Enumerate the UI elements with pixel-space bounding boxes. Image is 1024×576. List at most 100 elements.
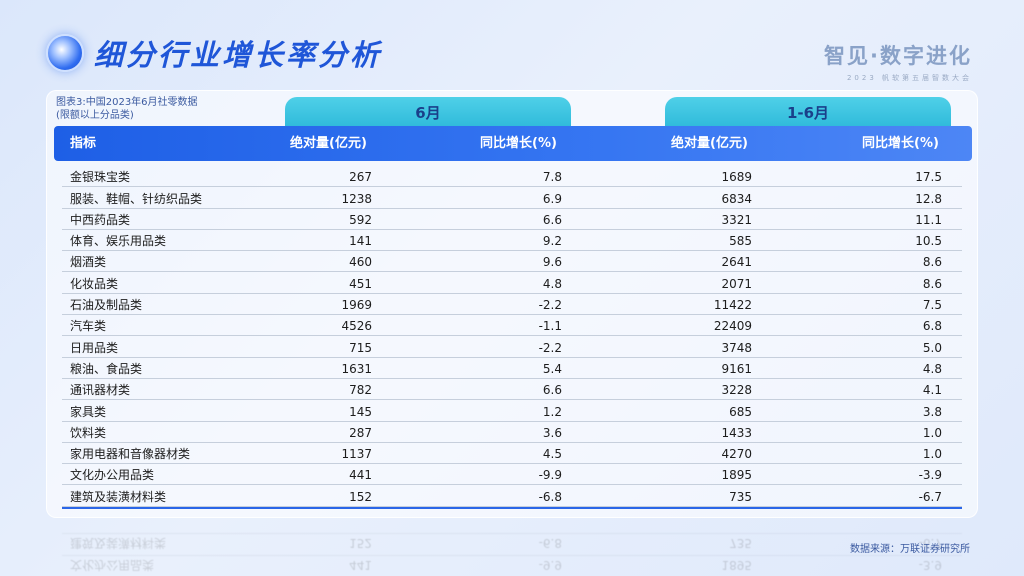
table-row: 服装、鞋帽、针纺织品类 1238 6.9 6834 12.8	[62, 187, 962, 209]
cell-ytd-yoy: 3.8	[922, 404, 942, 419]
cell-ytd-yoy: 12.8	[915, 191, 942, 206]
cell-month-abs: 460	[349, 255, 372, 270]
cell-month-yoy: 4.5	[542, 447, 562, 462]
reflection-cell: -9.9	[538, 557, 562, 572]
cell-category: 服装、鞋帽、针纺织品类	[70, 191, 203, 206]
cell-ytd-abs: 585	[729, 234, 752, 249]
table-reflection: 文化办公用品类 441 -9.9 1895 -3.9 建筑及装潢材料类 152 -6.8 735…	[62, 528, 962, 576]
cell-month-abs: 782	[349, 383, 372, 398]
cell-ytd-abs: 3321	[721, 212, 752, 227]
cell-ytd-yoy: 17.5	[915, 170, 942, 185]
cell-ytd-abs: 3228	[721, 383, 752, 398]
cell-ytd-yoy: 8.6	[922, 255, 942, 270]
chart-note: 图表3:中国2023年6月社零数据 (限额以上分品类)	[56, 96, 198, 122]
cell-month-yoy: 1.2	[542, 404, 562, 419]
cell-month-abs: 152	[349, 489, 372, 504]
cell-category: 体育、娱乐用品类	[70, 234, 167, 249]
column-header-ytd-abs: 绝对量(亿元)	[671, 136, 748, 151]
cell-month-abs: 1238	[341, 191, 372, 206]
cell-ytd-yoy: -6.7	[918, 489, 942, 504]
cell-ytd-abs: 1895	[721, 468, 752, 483]
table-row: 体育、娱乐用品类 141 9.2 585 10.5	[62, 230, 962, 252]
cell-ytd-abs: 6834	[721, 191, 752, 206]
cell-category: 汽车类	[70, 319, 107, 334]
cell-month-abs: 145	[349, 404, 372, 419]
cell-ytd-yoy: 11.1	[915, 212, 942, 227]
reflection-row: 文化办公用品类 441 -9.9 1895 -3.9	[62, 554, 962, 576]
cell-month-yoy: 3.6	[542, 425, 562, 440]
reflection-cell: 735	[729, 536, 752, 551]
cell-category: 石油及制品类	[70, 298, 143, 313]
cell-month-abs: 592	[349, 212, 372, 227]
table-row: 建筑及装潢材料类 152 -6.8 735 -6.7	[62, 485, 962, 507]
cell-ytd-abs: 2641	[721, 255, 752, 270]
cell-ytd-abs: 1433	[721, 425, 752, 440]
cell-ytd-yoy: 8.6	[922, 276, 942, 291]
table-bottom-rule	[62, 507, 962, 509]
cell-month-yoy: -9.9	[538, 468, 562, 483]
cell-category: 饮料类	[70, 425, 107, 440]
cell-month-yoy: 6.9	[542, 191, 562, 206]
cell-ytd-abs: 22409	[713, 319, 752, 334]
cell-month-abs: 4526	[341, 319, 372, 334]
table-header: 指标 绝对量(亿元) 同比增长(%) 绝对量(亿元) 同比增长(%)	[54, 126, 972, 161]
note-line-1: 图表3:中国2023年6月社零数据	[56, 97, 198, 108]
table-row: 金银珠宝类 267 7.8 1689 17.5	[62, 166, 962, 188]
reflection-row: 建筑及装潢材料类 152 -6.8 735 -6.7	[62, 533, 962, 555]
cell-ytd-yoy: 10.5	[915, 234, 942, 249]
cell-ytd-abs: 4270	[721, 447, 752, 462]
cell-month-yoy: 5.4	[542, 361, 562, 376]
cell-category: 化妆品类	[70, 276, 119, 291]
cell-month-yoy: 9.2	[542, 234, 562, 249]
cell-ytd-abs: 11422	[713, 298, 752, 313]
reflection-cell: -3.9	[918, 557, 942, 572]
cell-ytd-abs: 1689	[721, 170, 752, 185]
cell-ytd-yoy: 7.5	[922, 298, 942, 313]
cell-ytd-abs: 735	[729, 489, 752, 504]
cell-category: 中西药品类	[70, 212, 131, 227]
column-header-month-abs: 绝对量(亿元)	[290, 136, 367, 151]
cell-month-yoy: 9.6	[542, 255, 562, 270]
brand-logo: 智见·数字进化 2023 帆软第五届智数大会	[824, 40, 972, 83]
cell-month-abs: 267	[349, 170, 372, 185]
table-row: 中西药品类 592 6.6 3321 11.1	[62, 209, 962, 230]
reflection-cell: 1895	[721, 557, 752, 572]
table-row: 家用电器和音像器材类 1137 4.5 4270 1.0	[62, 443, 962, 465]
reflection-cell: 文化办公用品类	[70, 557, 155, 572]
column-header-name: 指标	[70, 136, 97, 151]
cell-ytd-yoy: 1.0	[922, 425, 942, 440]
cell-ytd-yoy: 4.8	[922, 361, 942, 376]
cell-category: 金银珠宝类	[70, 170, 131, 185]
note-line-2: (限额以上分品类)	[56, 110, 134, 121]
cell-ytd-yoy: 6.8	[922, 319, 942, 334]
cell-category: 家具类	[70, 404, 107, 419]
page-title: 细分行业增长率分析	[94, 38, 383, 72]
cell-month-yoy: -2.2	[538, 298, 562, 313]
table-row: 饮料类 287 3.6 1433 1.0	[62, 422, 962, 443]
table-row: 家具类 145 1.2 685 3.8	[62, 400, 962, 422]
cell-ytd-abs: 685	[729, 404, 752, 419]
cell-month-abs: 1137	[341, 447, 372, 462]
table-row: 文化办公用品类 441 -9.9 1895 -3.9	[62, 464, 962, 486]
cell-category: 文化办公用品类	[70, 468, 155, 483]
cell-category: 烟酒类	[70, 255, 107, 270]
cell-month-yoy: 6.6	[542, 212, 562, 227]
cell-category: 粮油、食品类	[70, 361, 143, 376]
cell-ytd-abs: 2071	[721, 276, 752, 291]
data-source: 数据来源：万联证券研究所	[850, 544, 970, 555]
table-row: 通讯器材类 782 6.6 3228 4.1	[62, 379, 962, 401]
table-row: 汽车类 4526 -1.1 22409 6.8	[62, 315, 962, 337]
reflection-cell: 152	[349, 536, 372, 551]
cell-month-yoy: -6.8	[538, 489, 562, 504]
cell-month-abs: 1631	[341, 361, 372, 376]
cell-month-yoy: 6.6	[542, 383, 562, 398]
cell-month-abs: 441	[349, 468, 372, 483]
table-row: 石油及制品类 1969 -2.2 11422 7.5	[62, 294, 962, 316]
reflection-cell: -6.8	[538, 536, 562, 551]
reflection-cell: 441	[349, 557, 372, 572]
cell-category: 家用电器和音像器材类	[70, 447, 191, 462]
cell-month-yoy: -2.2	[538, 340, 562, 355]
cell-month-yoy: 7.8	[542, 170, 562, 185]
column-header-ytd-yoy: 同比增长(%)	[862, 136, 939, 151]
cell-category: 通讯器材类	[70, 383, 131, 398]
